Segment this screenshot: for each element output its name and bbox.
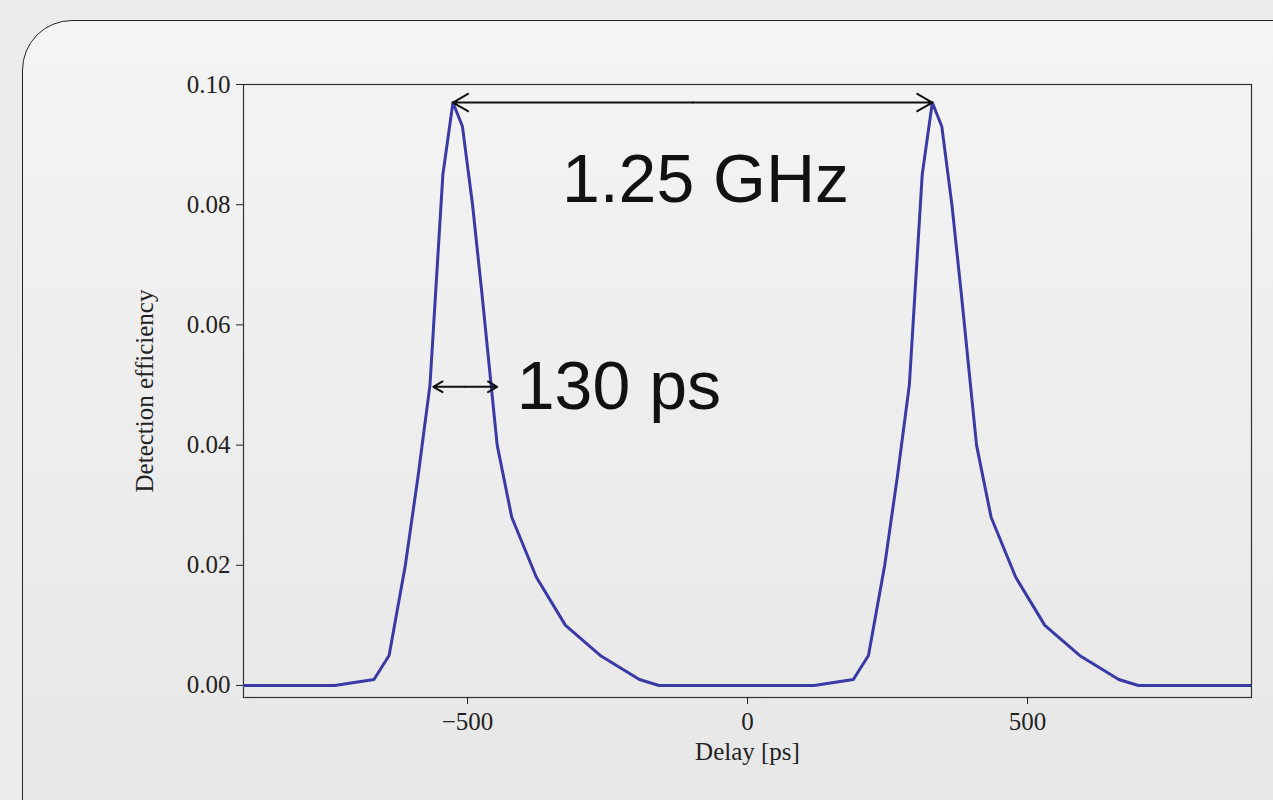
svg-text:0.08: 0.08 (187, 191, 231, 218)
svg-text:0.02: 0.02 (187, 551, 231, 578)
svg-text:−500: −500 (442, 708, 494, 735)
svg-text:0.00: 0.00 (187, 671, 231, 698)
svg-text:0.04: 0.04 (187, 431, 231, 458)
svg-text:0.06: 0.06 (187, 311, 231, 338)
svg-text:Detection efficiency: Detection efficiency (131, 289, 158, 492)
svg-text:500: 500 (1009, 708, 1047, 735)
svg-text:Delay [ps]: Delay [ps] (695, 738, 800, 765)
svg-text:0: 0 (741, 708, 754, 735)
svg-text:130 ps: 130 ps (517, 347, 721, 423)
svg-text:1.25 GHz: 1.25 GHz (562, 140, 849, 216)
svg-text:0.10: 0.10 (187, 71, 231, 98)
